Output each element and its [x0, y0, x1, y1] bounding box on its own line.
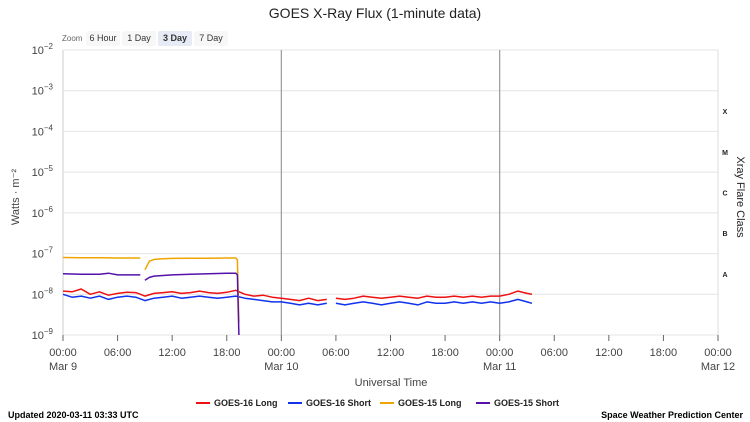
x-axis-title: Universal Time [355, 377, 428, 389]
series-line-goes-16-short [62, 293, 327, 306]
flare-class-m: M [722, 150, 728, 157]
x-tick-label: 00:00 [268, 347, 296, 359]
zoom-button-label: 1 Day [127, 33, 151, 43]
y-tick-label: 10−9 [32, 327, 54, 342]
series-line-goes-15-short [62, 272, 141, 276]
zoom-button-label: 3 Day [163, 33, 187, 43]
legend-item-goes-16-long[interactable]: GOES-16 Long [196, 398, 278, 408]
series-line-goes-16-long [335, 290, 533, 301]
y-tick-label: 10−7 [32, 246, 54, 261]
legend-item-goes-15-short[interactable]: GOES-15 Short [476, 398, 559, 408]
flare-class-b: B [722, 231, 727, 238]
plot-background [63, 50, 718, 335]
zoom-6-hour-button[interactable]: 6 Hour [86, 31, 120, 46]
x-date-label: Mar 10 [264, 361, 298, 373]
flare-class-a: A [722, 272, 727, 279]
y-tick-label: 10−3 [32, 83, 54, 98]
credit-text: Space Weather Prediction Center [601, 410, 743, 420]
series-line-goes-15-long [62, 256, 141, 259]
x-tick-label: 06:00 [540, 347, 568, 359]
x-date-label: Mar 12 [701, 361, 735, 373]
series-line-goes-16-long [62, 288, 327, 302]
legend-label: GOES-16 Short [306, 398, 371, 408]
x-tick-label: 12:00 [158, 347, 186, 359]
zoom-button-label: 6 Hour [89, 33, 116, 43]
legend-item-goes-15-long[interactable]: GOES-15 Long [380, 398, 462, 408]
x-date-label: Mar 9 [49, 361, 77, 373]
grid [63, 49, 718, 336]
zoom-bar: Zoom 6 Hour 1 Day 3 Day 7 Day [62, 31, 228, 46]
legend-label: GOES-15 Long [398, 398, 462, 408]
zoom-7-day-button[interactable]: 7 Day [194, 31, 228, 46]
x-tick-label: 18:00 [431, 347, 459, 359]
zoom-button-label: 7 Day [199, 33, 223, 43]
flare-class-x: X [723, 109, 728, 116]
updated-timestamp: Updated 2020-03-11 03:33 UTC [8, 410, 139, 420]
x-axis: 00:00 Mar 9 06:00 12:00 18:00 00:00 Mar 10 06:0… [49, 335, 735, 373]
series-line-goes-15-short [144, 272, 240, 336]
x-tick-label: 12:00 [377, 347, 405, 359]
legend-item-goes-16-short[interactable]: GOES-16 Short [288, 398, 371, 408]
plot-area [62, 50, 719, 335]
zoom-1-day-button[interactable]: 1 Day [122, 31, 156, 46]
x-tick-label: 00:00 [49, 347, 77, 359]
series-line-goes-16-short [335, 298, 533, 306]
y-axis-title: Watts · m⁻² [10, 169, 22, 225]
y-tick-label: 10−8 [32, 286, 54, 301]
flare-class-c: C [722, 191, 727, 198]
x-tick-label: 06:00 [322, 347, 350, 359]
right-axis-title: Xray Flare Class [734, 156, 746, 238]
x-tick-label: 18:00 [650, 347, 678, 359]
y-tick-label: 10−2 [32, 42, 54, 57]
y-tick-label: 10−5 [32, 164, 54, 179]
chart-title: GOES X-Ray Flux (1-minute data) [269, 5, 481, 21]
y-axis: 10−2 10−3 10−4 10−5 10−6 10−7 10−8 10−9 [32, 42, 54, 342]
x-tick-label: 00:00 [486, 347, 514, 359]
legend-label: GOES-16 Long [214, 398, 278, 408]
x-tick-label: 00:00 [704, 347, 732, 359]
y-tick-label: 10−4 [32, 123, 54, 138]
x-date-label: Mar 11 [483, 361, 516, 373]
series-line-goes-15-long [144, 257, 240, 323]
x-tick-label: 06:00 [104, 347, 132, 359]
legend-label: GOES-15 Short [494, 398, 559, 408]
x-tick-label: 12:00 [595, 347, 623, 359]
x-tick-label: 18:00 [213, 347, 241, 359]
zoom-3-day-button[interactable]: 3 Day [158, 31, 192, 46]
zoom-label: Zoom [62, 34, 83, 43]
flare-class-axis: X M C B A [722, 109, 728, 279]
y-tick-label: 10−6 [32, 205, 54, 220]
legend: GOES-16 Long GOES-16 Short GOES-15 Long GOE… [196, 398, 559, 408]
series-lines [62, 256, 533, 336]
